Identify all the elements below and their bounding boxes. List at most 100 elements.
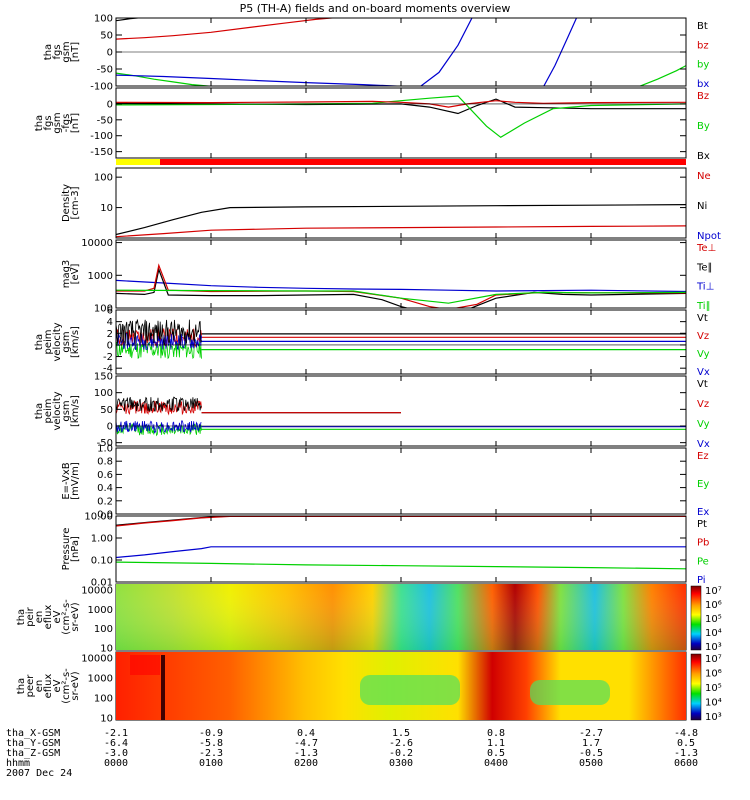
colorbar-tick-label: 10⁶ (705, 600, 722, 611)
series-line-bz (116, 18, 339, 40)
colorbar-tick-label: 10⁵ (705, 614, 722, 625)
spectrogram-peir (116, 584, 686, 650)
y-axis-label: Density (61, 184, 72, 222)
y-tick-label: 100 (94, 694, 113, 705)
ephemeris-value: -5.8 (199, 738, 223, 749)
ephemeris-value: 0600 (674, 758, 698, 769)
ephemeris-row-label: tha_X-GSM (6, 728, 60, 739)
colorbar-tick-label: 10³ (705, 642, 722, 653)
y-axis-label: (cm²-s- (61, 668, 72, 704)
ephemeris-row-label: tha_Z-GSM (6, 748, 60, 759)
legend-entry: Te⊥ (696, 243, 716, 254)
ephemeris-value: 1.1 (487, 738, 505, 749)
series-line-Ti⊥ (116, 279, 686, 293)
y-axis-label: [nT] (70, 42, 81, 62)
panel-density: 100 10 Density[cm-3] Ne Ni Npot (61, 167, 721, 242)
legend-entry: by (697, 60, 709, 71)
series-line-Ni (116, 204, 686, 236)
y-tick-label: 10 (100, 203, 113, 214)
date-label: 2007 Dec 24 (6, 768, 72, 779)
y-tick-label: 0.01 (91, 578, 113, 589)
ephemeris-row-label: hhmm (6, 758, 30, 769)
y-axis-label: -fgs (61, 114, 72, 133)
ephemeris-value: -2.6 (389, 738, 413, 749)
series-group (116, 396, 686, 437)
ephemeris-table: tha_X-GSM -2.1 -0.9 0.4 1.5 0.8 -2.7 -4.8 tha_Y-… (6, 728, 698, 769)
series-line-Te⊥ (116, 263, 686, 308)
colorbar-peir (690, 585, 702, 651)
legend-entry: Ni (697, 201, 707, 212)
y-axis-label: sr-eV) (70, 602, 81, 631)
y-axis-label: peim (43, 329, 54, 354)
y-axis-label: tha (16, 609, 27, 625)
y-tick-label: 10 (100, 714, 113, 725)
series-line-Bz (116, 100, 686, 108)
y-axis-label: tha (34, 115, 45, 131)
series-group (116, 516, 686, 570)
panel-temperature: 10000 1000 100 mag3[eV] Te⊥ Te∥ Ti⊥ Ti∥ (61, 238, 716, 314)
ephemeris-value: 1.5 (392, 728, 410, 739)
legend-entry: bz (697, 40, 709, 51)
legend-entry: Pb (697, 538, 709, 549)
colorbar-peer (690, 653, 702, 721)
ephemeris-value: 0300 (389, 758, 413, 769)
legend-entry: Vx (697, 439, 710, 450)
legend-entry: Vy (697, 349, 710, 360)
y-tick-label: 10000 (81, 585, 113, 596)
y-tick-label: 10000 (81, 238, 113, 249)
ephemeris-value: -4.7 (294, 738, 318, 749)
y-axis-label: Pressure (61, 528, 72, 571)
series-group (116, 319, 686, 360)
series-group (116, 18, 686, 86)
legend-entry: By (697, 121, 710, 132)
legend-entry: Npot (697, 231, 721, 242)
y-axis-label: [km/s] (70, 326, 81, 358)
colorbar-tick-label: 10⁷ (705, 654, 722, 665)
ephemeris-value: -3.0 (104, 748, 128, 759)
colorbar-tick-label: 10³ (705, 712, 722, 723)
y-tick-label: -100 (90, 131, 113, 142)
ephemeris-value: -2.7 (579, 728, 603, 739)
noise-trace (116, 319, 202, 346)
y-tick-label: 1000 (88, 674, 113, 685)
legend-entry: Vx (697, 367, 710, 378)
y-tick-label: -50 (97, 438, 113, 449)
y-tick-label: 2 (107, 329, 113, 340)
y-tick-label: 100 (94, 14, 113, 25)
spectrogram-peer (116, 652, 686, 720)
y-tick-label: 0.6 (97, 470, 113, 481)
series-line-Ti∥ (116, 289, 686, 304)
y-tick-label: -2 (103, 352, 113, 363)
y-axis-label: [eV] (70, 264, 81, 285)
y-axis-label: eV (52, 679, 63, 692)
colorbar-tick-label: 10⁶ (705, 669, 722, 680)
series-line-bx (419, 18, 473, 86)
y-axis-label: fgs (43, 115, 54, 130)
legend-entry: Te∥ (696, 262, 713, 273)
ephemeris-value: -1.3 (294, 748, 318, 759)
legend-entry: Ti∥ (696, 301, 711, 312)
ephemeris-value: -0.5 (579, 748, 603, 759)
y-tick-label: -50 (97, 65, 113, 76)
y-axis-label: [cm-3] (70, 186, 81, 219)
y-axis-label: peer (25, 674, 36, 698)
noise-trace (116, 422, 202, 437)
y-tick-label: 0.8 (97, 457, 113, 468)
noise-trace (116, 339, 202, 360)
y-axis-label: velocity (52, 322, 63, 361)
ephemeris-value: 0500 (579, 758, 603, 769)
ephemeris-value: 0000 (104, 758, 128, 769)
ephemeris-value: -6.4 (104, 738, 128, 749)
y-tick-label: 100 (94, 624, 113, 635)
y-axis-label: mag3 (61, 260, 72, 289)
ephemeris-value: -1.3 (674, 748, 698, 759)
y-tick-label: 150 (94, 372, 113, 383)
y-tick-label: 4 (107, 317, 113, 328)
legend-entry: Ez (697, 451, 709, 462)
series-line-bx (116, 74, 409, 86)
